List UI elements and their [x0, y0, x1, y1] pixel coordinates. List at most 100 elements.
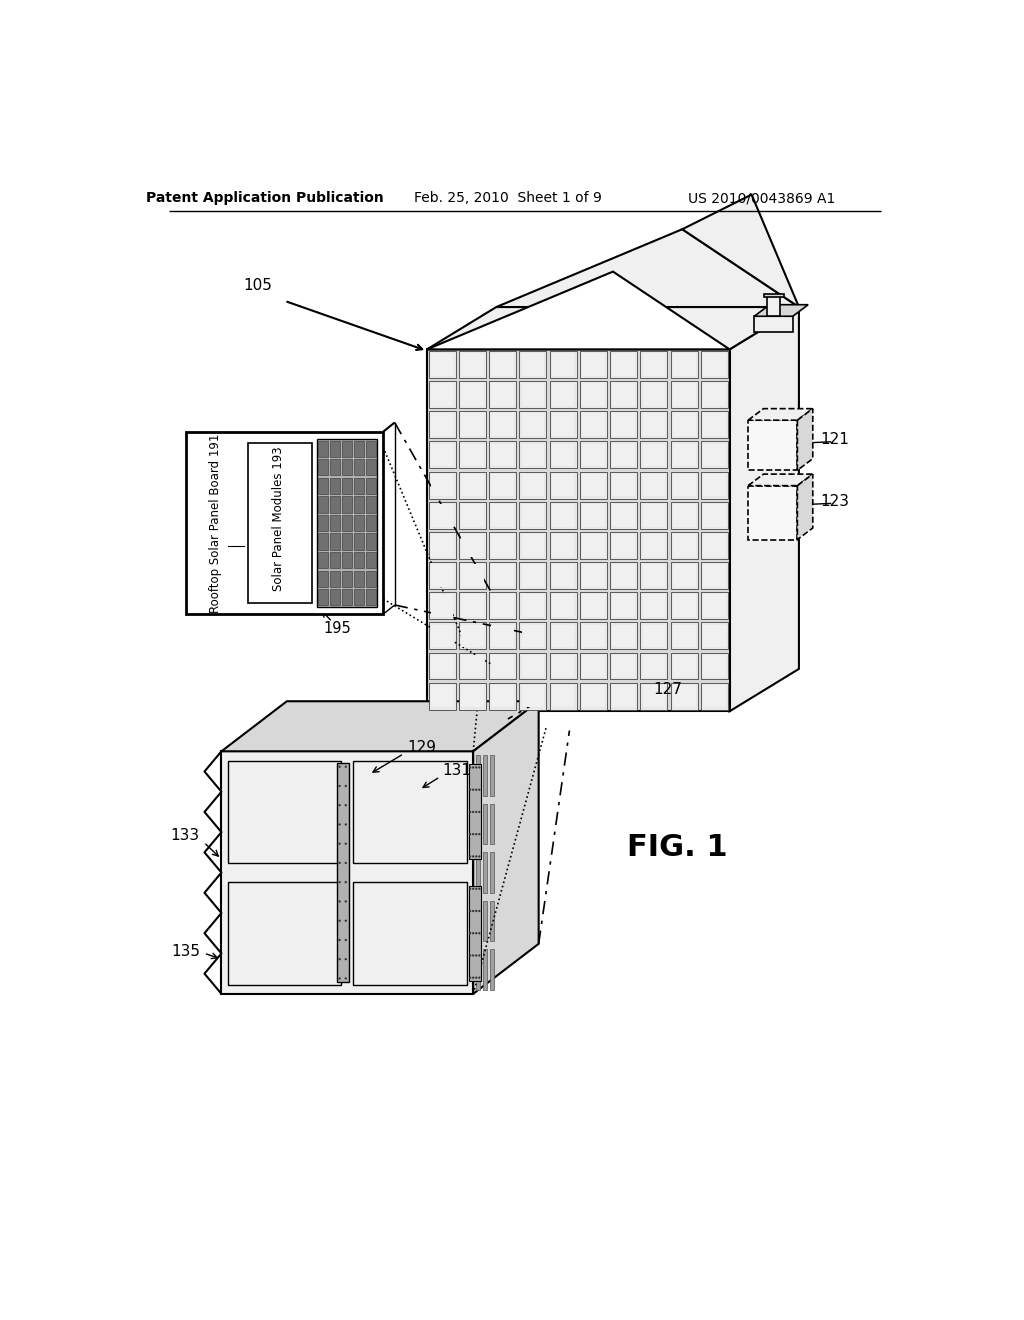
Polygon shape: [550, 441, 577, 469]
Polygon shape: [318, 533, 328, 549]
Polygon shape: [461, 564, 483, 587]
Polygon shape: [337, 763, 349, 982]
Polygon shape: [643, 535, 666, 557]
Polygon shape: [461, 504, 483, 527]
Polygon shape: [459, 441, 486, 469]
Polygon shape: [521, 594, 544, 616]
Polygon shape: [643, 444, 666, 466]
Polygon shape: [519, 471, 547, 499]
Circle shape: [472, 767, 474, 768]
Polygon shape: [703, 354, 726, 376]
Circle shape: [472, 909, 474, 912]
Polygon shape: [730, 308, 799, 711]
Polygon shape: [550, 471, 577, 499]
Polygon shape: [330, 441, 340, 457]
Polygon shape: [550, 562, 577, 589]
Polygon shape: [492, 655, 514, 677]
Polygon shape: [671, 652, 697, 680]
Circle shape: [478, 977, 480, 979]
Circle shape: [475, 810, 477, 813]
Polygon shape: [227, 882, 341, 985]
Polygon shape: [703, 444, 726, 466]
Polygon shape: [580, 623, 607, 649]
Polygon shape: [550, 351, 577, 378]
Polygon shape: [482, 804, 487, 845]
Polygon shape: [492, 594, 514, 616]
Polygon shape: [429, 471, 456, 499]
Polygon shape: [521, 413, 544, 436]
Circle shape: [339, 766, 341, 768]
Polygon shape: [342, 459, 352, 475]
Polygon shape: [703, 655, 726, 677]
Polygon shape: [330, 515, 340, 531]
Polygon shape: [367, 459, 376, 475]
Polygon shape: [248, 444, 311, 603]
Polygon shape: [640, 471, 668, 499]
Polygon shape: [610, 502, 637, 529]
Polygon shape: [461, 444, 483, 466]
Polygon shape: [342, 515, 352, 531]
Circle shape: [478, 833, 480, 836]
Circle shape: [475, 954, 477, 957]
Polygon shape: [489, 381, 516, 408]
Polygon shape: [552, 535, 574, 557]
Polygon shape: [475, 804, 479, 845]
Polygon shape: [489, 471, 516, 499]
Polygon shape: [640, 532, 668, 558]
Polygon shape: [643, 564, 666, 587]
Polygon shape: [459, 471, 486, 499]
Polygon shape: [550, 412, 577, 438]
Polygon shape: [489, 532, 516, 558]
Polygon shape: [367, 570, 376, 587]
Polygon shape: [492, 413, 514, 436]
Polygon shape: [643, 474, 666, 496]
Polygon shape: [519, 623, 547, 649]
Polygon shape: [612, 624, 635, 647]
Polygon shape: [610, 471, 637, 499]
Circle shape: [345, 900, 347, 903]
Polygon shape: [749, 420, 798, 470]
Polygon shape: [519, 502, 547, 529]
Polygon shape: [521, 444, 544, 466]
Polygon shape: [671, 502, 697, 529]
Polygon shape: [490, 949, 495, 990]
Circle shape: [472, 810, 474, 813]
Polygon shape: [798, 474, 813, 540]
Polygon shape: [550, 593, 577, 619]
Circle shape: [469, 855, 471, 858]
Polygon shape: [492, 474, 514, 496]
Polygon shape: [755, 305, 808, 317]
Circle shape: [475, 977, 477, 979]
Polygon shape: [580, 562, 607, 589]
Circle shape: [478, 855, 480, 858]
Polygon shape: [519, 412, 547, 438]
Polygon shape: [673, 413, 695, 436]
Polygon shape: [354, 589, 364, 606]
Polygon shape: [582, 594, 605, 616]
Polygon shape: [429, 593, 456, 619]
Text: 105: 105: [243, 279, 272, 293]
Circle shape: [345, 958, 347, 961]
Polygon shape: [519, 652, 547, 680]
Circle shape: [339, 862, 341, 865]
Text: 131: 131: [442, 763, 471, 777]
Polygon shape: [701, 652, 728, 680]
Polygon shape: [354, 496, 364, 512]
Circle shape: [345, 804, 347, 807]
Polygon shape: [429, 682, 456, 710]
Polygon shape: [521, 354, 544, 376]
Polygon shape: [431, 474, 454, 496]
Polygon shape: [367, 478, 376, 494]
Polygon shape: [489, 502, 516, 529]
Text: 195: 195: [323, 620, 351, 636]
Polygon shape: [519, 682, 547, 710]
Circle shape: [475, 788, 477, 791]
Polygon shape: [431, 564, 454, 587]
Circle shape: [469, 932, 471, 935]
Circle shape: [345, 977, 347, 979]
Polygon shape: [473, 701, 539, 994]
Polygon shape: [682, 194, 799, 308]
Polygon shape: [673, 624, 695, 647]
Circle shape: [339, 880, 341, 883]
Polygon shape: [764, 294, 783, 297]
